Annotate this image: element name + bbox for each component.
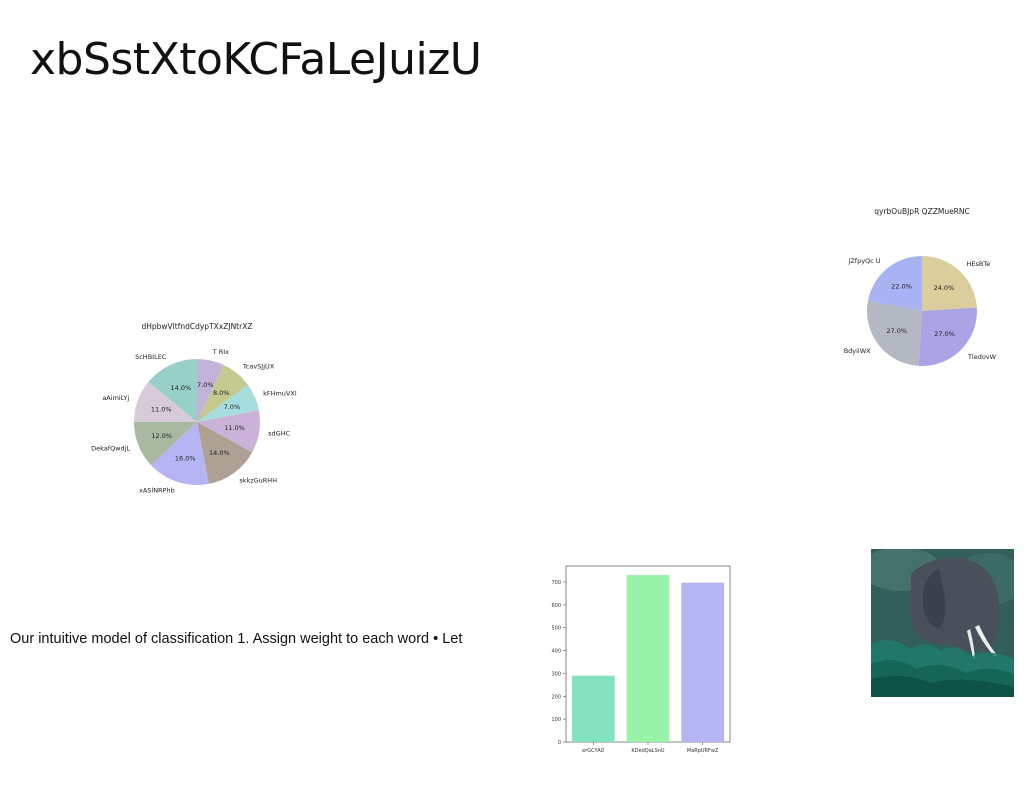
left-pie-slice xyxy=(151,422,209,485)
bar-ytick-label: 500 xyxy=(551,626,561,632)
right-pie-slice-label: HEsBTe xyxy=(966,260,990,268)
left-pie-slice-label: aAimiLYj xyxy=(102,394,129,402)
left-pie-slice xyxy=(134,422,197,466)
bar xyxy=(572,675,615,742)
left-pie-value-label: 8.0% xyxy=(213,389,230,397)
left-pie-value-label: 16.0% xyxy=(175,454,196,462)
right-pie-slice xyxy=(918,307,977,366)
right-pie-title: qyrbOuBJpR QZZMueRNC xyxy=(874,207,970,216)
pie-chart-right: qyrbOuBJpR QZZMueRNC HEsBTe 24.0% TledovW 27… xyxy=(844,207,997,366)
right-pie-slice-label: TledovW xyxy=(967,353,997,361)
bar-xtick-label: erGCYAD xyxy=(582,748,604,754)
left-pie-slice xyxy=(197,384,259,422)
right-pie-slice xyxy=(867,300,922,366)
right-pie-value-label: 27.0% xyxy=(934,330,955,338)
left-pie-slice-label: ScHBILEC xyxy=(135,353,167,361)
left-pie-value-label: 12.0% xyxy=(151,432,172,440)
right-pie-slice xyxy=(922,256,977,311)
left-pie-slice xyxy=(197,422,253,484)
left-pie-title: dHpbwVltfndCdypTXxZJNtrXZ xyxy=(142,322,253,331)
left-pie-value-label: 7.0% xyxy=(197,381,214,389)
right-pie-slice-label: jZfpyQc U xyxy=(848,257,881,265)
bar-xtick-label: KDedQaLSnU xyxy=(631,748,665,754)
left-pie-slice xyxy=(197,410,260,453)
left-pie-value-label: 11.0% xyxy=(151,405,172,413)
slide-title: xbSstXtoKCFaLeJuizU xyxy=(30,34,482,85)
right-pie-slice xyxy=(867,256,922,311)
left-pie-slice-label: sdGHC xyxy=(268,429,290,437)
bar-chart: 0 100 200 300 400 500 600 700 erGCYAD KDedQaLSnU M… xyxy=(551,565,731,754)
bar-ytick-label: 200 xyxy=(551,694,561,700)
bar-ytick-label: 700 xyxy=(551,580,561,586)
left-pie-slice-label: TcavSJjUX xyxy=(242,363,275,371)
elephant-photo xyxy=(871,549,1014,697)
left-pie-value-label: 14.0% xyxy=(170,384,191,392)
left-pie-slice-label: DekafQwdjL xyxy=(91,445,130,453)
bar-ytick-label: 100 xyxy=(551,717,561,723)
left-pie-slice xyxy=(134,381,197,422)
body-text: Our intuitive model of classification 1.… xyxy=(10,631,463,647)
left-pie-slice xyxy=(197,364,248,422)
right-pie-value-label: 27.0% xyxy=(886,327,907,335)
left-pie-slice xyxy=(197,359,224,422)
left-pie-value-label: 7.0% xyxy=(224,403,241,411)
bar-ytick-label: 300 xyxy=(551,671,561,677)
bar-xtick-label: MaRpURFwZ xyxy=(687,748,719,754)
left-pie-slice-label: kFHmuVXl xyxy=(263,390,297,398)
bar xyxy=(681,582,724,742)
right-pie-slice-label: BdyiiWX xyxy=(844,347,871,355)
left-pie-value-label: 14.0% xyxy=(209,449,230,457)
pie-chart-left: dHpbwVltfndCdypTXxZJNtrXZ T RIx 7.0% TcavSJ… xyxy=(91,322,297,495)
bar-ytick-label: 400 xyxy=(551,649,561,655)
right-pie-value-label: 24.0% xyxy=(934,284,955,292)
left-pie-value-label: 11.0% xyxy=(224,424,245,432)
left-pie-slice-label: T RIx xyxy=(212,348,229,356)
elephant-illustration xyxy=(871,549,1014,697)
right-pie-value-label: 22.0% xyxy=(891,283,912,291)
left-pie-slice-label: skkzGuRHH xyxy=(239,476,277,484)
left-pie-slice-label: xASlNRPhb xyxy=(139,487,175,495)
left-pie-slice xyxy=(148,359,197,422)
bar xyxy=(626,575,670,742)
bar-ytick-label: 0 xyxy=(558,740,561,746)
bar-ytick-label: 600 xyxy=(551,603,561,609)
